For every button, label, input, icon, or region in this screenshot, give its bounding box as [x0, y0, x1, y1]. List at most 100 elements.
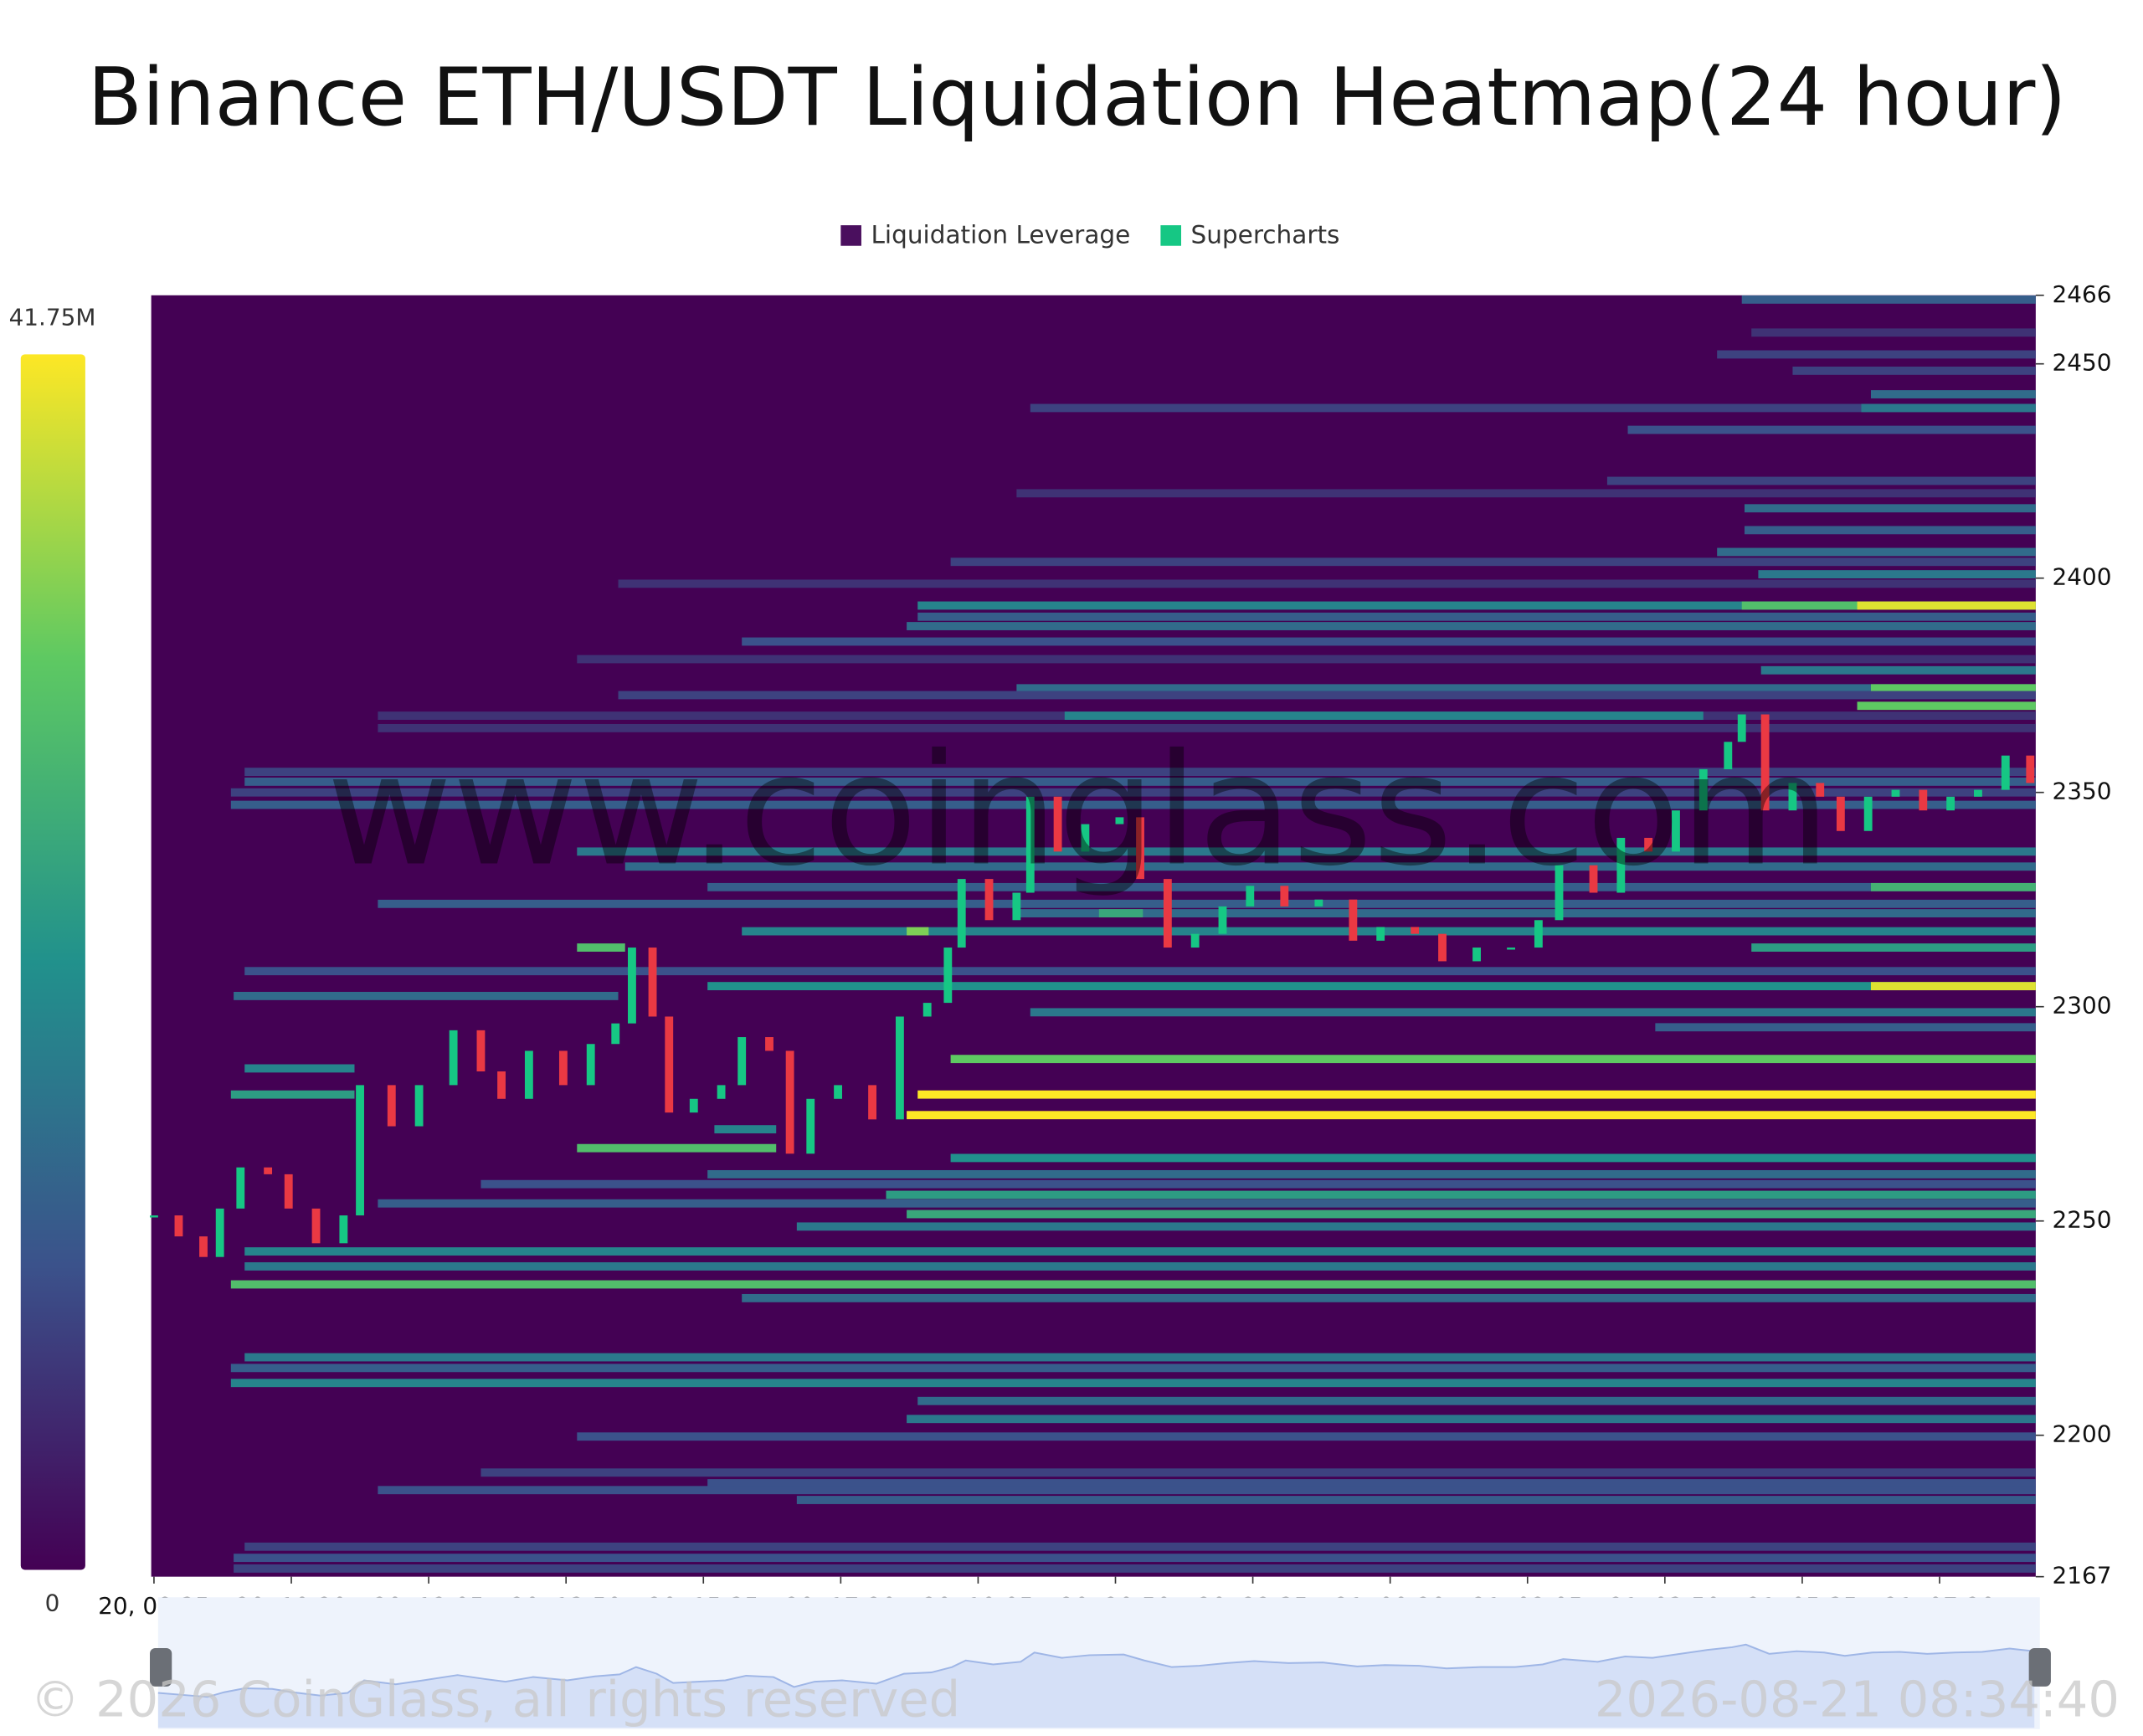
candle-body: [1534, 920, 1543, 948]
heat-band: [577, 655, 2036, 664]
y-tick-label: 2300: [2053, 992, 2112, 1020]
candle-body: [1836, 796, 1845, 831]
candle-body: [943, 948, 953, 1004]
candle-body: [1737, 714, 1746, 742]
y-tick-label: 2400: [2053, 563, 2112, 591]
heat-band: [577, 847, 2036, 856]
heat-band: [1627, 425, 2036, 434]
heat-band: [917, 1090, 2036, 1099]
candle-body: [1616, 837, 1626, 893]
candle-body: [1314, 899, 1323, 907]
legend: Liquidation Leverage Supercharts: [840, 221, 1339, 249]
candle-body: [665, 1016, 674, 1113]
legend-label: Supercharts: [1190, 221, 1339, 249]
y-tick-label: 2200: [2053, 1420, 2112, 1448]
candle-body: [1891, 789, 1900, 797]
candle-body: [834, 1085, 842, 1099]
heat-band: [378, 1486, 2036, 1495]
candle-body: [476, 1030, 486, 1072]
candle-body: [1698, 769, 1708, 811]
candle-body: [895, 1016, 904, 1120]
heat-band: [618, 579, 2036, 588]
candle-body: [1349, 899, 1358, 941]
candle-body: [611, 1023, 620, 1045]
candle-body: [264, 1167, 273, 1174]
candlesticks: [150, 714, 2035, 1257]
heat-band: [244, 777, 2036, 786]
candle-body: [737, 1037, 747, 1086]
candle-body: [1280, 886, 1289, 907]
heat-band: [907, 927, 929, 936]
heat-band: [244, 1064, 355, 1073]
candle-body: [1472, 948, 1481, 962]
navigator-handle-right[interactable]: [2028, 1647, 2051, 1687]
candle-body: [449, 1030, 458, 1086]
heat-band: [244, 1353, 2036, 1362]
candle-body: [356, 1085, 364, 1216]
heat-band: [1717, 547, 2036, 557]
candle-body: [497, 1071, 506, 1099]
candle-body: [1507, 948, 1515, 950]
heat-band: [907, 1111, 2036, 1120]
heat-band: [1760, 665, 2036, 675]
candle-body: [957, 879, 966, 948]
heat-band: [244, 1542, 2036, 1551]
heat-band: [1030, 1008, 2036, 1017]
heat-band: [230, 1090, 355, 1099]
heat-band: [907, 1210, 2036, 1219]
candle-body: [199, 1236, 208, 1257]
y-tick-label: 2450: [2053, 349, 2112, 377]
candle-body: [2026, 755, 2035, 783]
heat-band: [742, 927, 2036, 936]
heat-band: [1857, 601, 2036, 610]
candle-body: [1863, 796, 1873, 831]
candle-body: [1644, 837, 1653, 852]
heat-band: [234, 1554, 2036, 1563]
heat-band: [950, 1055, 2036, 1064]
candle-body: [1788, 783, 1797, 811]
candle-body: [1012, 892, 1021, 921]
candle-body: [586, 1044, 595, 1086]
candle-body: [1136, 817, 1144, 880]
candle-body: [1115, 817, 1124, 824]
candle-body: [1816, 783, 1825, 797]
heat-band: [796, 1222, 2036, 1231]
heat-band: [707, 1479, 2036, 1487]
heat-band: [1745, 526, 2036, 535]
candle-body: [1724, 742, 1733, 770]
heat-band: [577, 943, 625, 952]
heat-band: [707, 882, 2036, 891]
candle-body: [868, 1085, 877, 1120]
heat-band: [1016, 684, 2036, 693]
candle-body: [1974, 789, 1982, 797]
heatmap-bands: [230, 295, 2036, 1573]
heat-band: [1064, 711, 1704, 720]
heat-band: [624, 862, 2036, 871]
chart-title: Binance ETH/USDT Liquidation Heatmap(24 …: [88, 52, 2067, 144]
navigator-area: [157, 1644, 2035, 1728]
heat-band: [378, 899, 2036, 908]
candle-body: [414, 1085, 424, 1127]
candle-body: [717, 1085, 726, 1099]
candle-body: [1025, 796, 1035, 893]
heat-band: [714, 1125, 777, 1134]
navigator-series: [157, 1643, 2035, 1728]
copyright: © 2026 CoinGlass, all rights reserved: [30, 1671, 960, 1728]
navigator-handle-left[interactable]: [150, 1647, 172, 1687]
candle-body: [984, 879, 994, 921]
candle-body: [311, 1208, 321, 1244]
heat-band: [707, 982, 2036, 991]
heat-band: [230, 1280, 2036, 1289]
candle-body: [558, 1050, 568, 1086]
candle-body: [1919, 789, 1928, 811]
watermark: www.coinglass.com: [326, 721, 1830, 900]
heat-band: [886, 1190, 2036, 1199]
candle-body: [1053, 796, 1062, 852]
heat-band: [244, 1247, 2036, 1256]
heat-band: [1870, 684, 2036, 693]
candle-body: [387, 1085, 396, 1127]
heat-band: [234, 1564, 2036, 1573]
heat-band: [618, 691, 2036, 700]
